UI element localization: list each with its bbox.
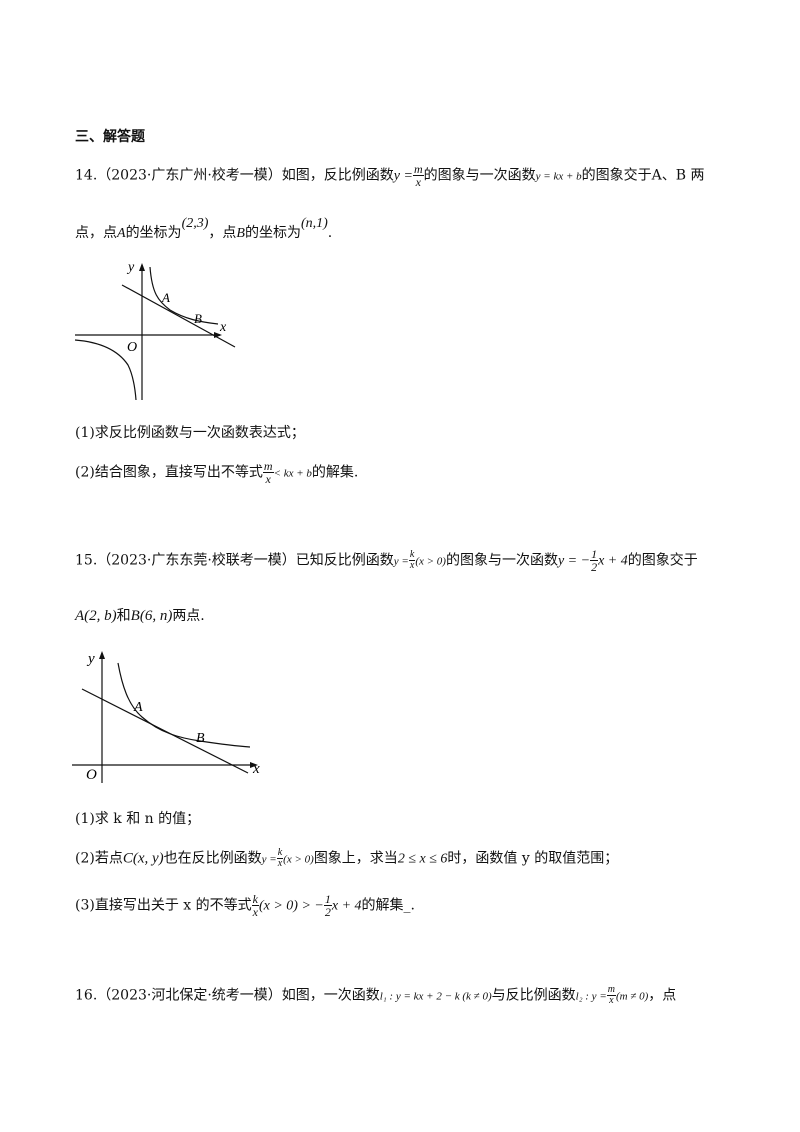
q15-label-a: A xyxy=(133,700,143,715)
q15-text: (2)若点 xyxy=(75,850,123,867)
q15-label-b: B xyxy=(196,731,205,746)
q15-text: 图象上，求当 xyxy=(313,850,398,867)
q16-text: 如图，一次函数 xyxy=(281,987,380,1004)
q14-text: 的解集. xyxy=(311,464,359,481)
q15-text: (3)直接写出关于 x 的不等式 xyxy=(75,897,252,914)
q15-sub2: (2)若点C(x, y)也在反比例函数y = k x (x > 0)图象上，求当2 ≤… xyxy=(75,848,618,869)
q15-line xyxy=(81,688,249,774)
q16-l2: l₂ : y = xyxy=(575,990,607,1003)
q14-line2: 点，点A的坐标为(2,3)，点B的坐标为(n,1). xyxy=(75,216,333,243)
q15-sub1: (1)求 k 和 n 的值； xyxy=(75,811,201,827)
q16-text: 与反比例函数 xyxy=(491,987,576,1004)
q14-hyperbola-q3 xyxy=(74,339,137,401)
q14-y-arrow xyxy=(139,263,145,271)
q15-func-lin-rhs: x + 4 xyxy=(598,553,628,569)
q14-label-y: y xyxy=(126,260,135,275)
q15-func-lin: y = − xyxy=(557,553,591,569)
q14-point-a: A xyxy=(117,226,126,241)
q14-source: （2023·广东广州·校考一模） xyxy=(97,167,282,184)
q14-func-inv: y = xyxy=(393,168,413,184)
q15-line2: A(2, b)和B(6, n)两点. xyxy=(75,606,205,625)
q14-text: A、B 两 xyxy=(651,167,705,184)
q14-text: 点，点 xyxy=(75,225,117,241)
q16-source: （2023·河北保定·统考一模） xyxy=(97,987,282,1004)
q14-text: (2)结合图象，直接写出不等式 xyxy=(75,464,263,481)
q15-x-arrow xyxy=(250,762,258,768)
q14-text: 的坐标为 xyxy=(244,225,301,241)
q14-text: . xyxy=(327,225,333,241)
q15-y-arrow xyxy=(99,651,105,659)
q15-text: 的图象与一次函数 xyxy=(445,552,558,569)
q15-sub3-rhs: x + 4 xyxy=(331,898,362,914)
q16-l1: l₁ : y = kx + 2 − k (k ≠ 0) xyxy=(379,990,492,1003)
q15-source: （2023·广东东莞·校联考一模） xyxy=(97,552,296,569)
q15-text: 和 xyxy=(116,608,131,624)
q16-line1: 16.（2023·河北保定·统考一模）如图，一次函数l₁ : y = kx + … xyxy=(75,985,676,1006)
q14-graph: y x O A B xyxy=(74,260,236,401)
q15-label-x: x xyxy=(252,761,260,777)
q14-text: 如图，反比例函数 xyxy=(281,167,394,184)
q14-sub2-ineq: < kx + b xyxy=(273,467,312,480)
q15-func-cond: (x > 0) xyxy=(415,555,446,568)
q14-coord-a: (2,3) xyxy=(181,216,209,231)
q15-text: 也在反比例函数 xyxy=(163,850,262,867)
q14-sub1: (1)求反比例函数与一次函数表达式； xyxy=(75,425,305,441)
q14-hyperbola-q1 xyxy=(149,266,219,325)
q14-func-lin: y = kx + b xyxy=(535,170,582,183)
q14-line xyxy=(121,284,236,348)
q15-sub3: (3)直接写出关于 x 的不等式 k x (x > 0) > −1 2 x + 4的解集_… xyxy=(75,893,415,918)
q15-label-y: y xyxy=(86,651,95,667)
q16-l2-cond: (m ≠ 0) xyxy=(615,990,649,1003)
q14-label-x: x xyxy=(219,320,227,335)
q14-line1: 14.（2023·广东广州·校考一模）如图，反比例函数y = m x 的图象与一次函数… xyxy=(75,163,705,188)
q15-text: 两点. xyxy=(172,608,205,624)
q14-coord-b: (n,1) xyxy=(300,216,328,231)
q14-text: ，点 xyxy=(208,225,237,241)
q14-point-b: B xyxy=(236,226,245,241)
q15-text: 时，函数值 y 的取值范围； xyxy=(447,850,619,867)
q16-text: ，点 xyxy=(648,987,677,1004)
q14-label-a: A xyxy=(161,290,170,305)
q15-sub2-func: y = xyxy=(261,853,277,866)
q14-number: 14. xyxy=(75,167,98,184)
q15-graph: y x O A B xyxy=(72,651,260,783)
q15-sub2-cond: (x > 0) xyxy=(283,853,314,866)
q14-text: 的坐标为 xyxy=(125,225,182,241)
q14-label-o: O xyxy=(127,340,137,355)
q14-text: 的图象交于 xyxy=(581,167,652,184)
section-title: 三、解答题 xyxy=(75,129,145,145)
q14-text: 的图象与一次函数 xyxy=(423,167,536,184)
q15-sub2-point: C(x, y) xyxy=(122,850,164,867)
q15-sub3-cond: (x > 0) > − xyxy=(258,898,324,914)
q14-sub2: (2)结合图象，直接写出不等式 m x < kx + b的解集. xyxy=(75,460,358,485)
q15-label-o: O xyxy=(86,767,97,783)
q14-label-b: B xyxy=(194,311,202,326)
q16-number: 16. xyxy=(75,987,98,1004)
q15-func-inv: y = xyxy=(393,555,409,568)
q15-number: 15. xyxy=(75,552,98,569)
q15-point-a: A(2, b) xyxy=(75,608,117,624)
q15-text: 已知反比例函数 xyxy=(295,552,394,569)
q15-point-b: B(6, n) xyxy=(130,608,173,624)
q15-sub2-range: 2 ≤ x ≤ 6 xyxy=(397,851,448,867)
q15-text: 的解集_. xyxy=(361,897,415,914)
q15-line1: 15.（2023·广东东莞·校联考一模）已知反比例函数y = k x (x > 0)的… xyxy=(75,548,698,573)
q15-text: 的图象交于 xyxy=(627,552,698,569)
